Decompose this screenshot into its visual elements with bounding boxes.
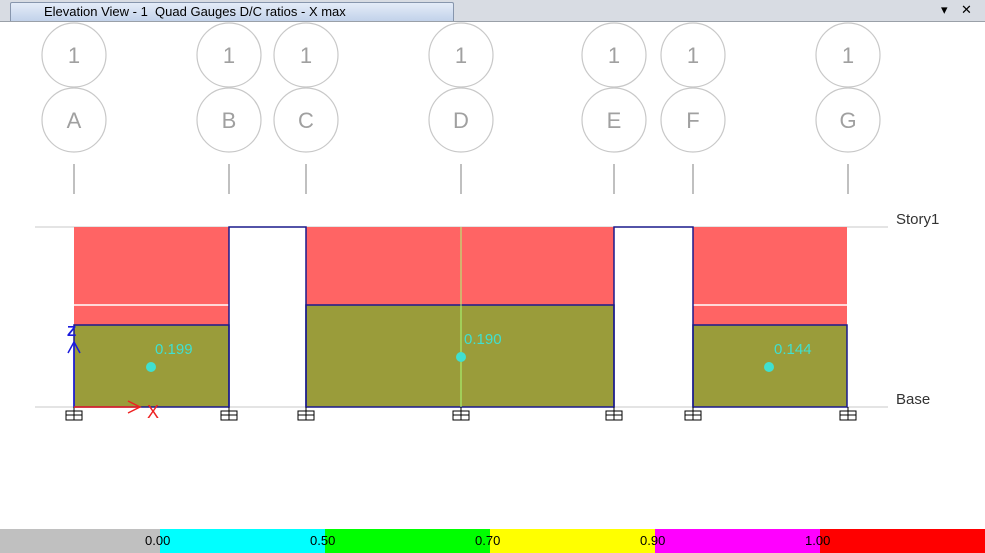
wall-panel-fg-upper[interactable] [693,227,847,325]
base-label: Base [896,391,930,408]
grid-bubble-row-label: 1 [223,43,235,68]
legend-tick: 0.00 [145,533,171,548]
legend-tick: 0.50 [310,533,336,548]
x-axis-label: X [147,402,159,422]
axis-indicator: Z X [67,323,159,422]
grid-bubble-column-label: A [67,108,82,133]
grid-bubble-row [41,22,107,88]
grid-bubble-column-label: D [453,108,469,133]
z-axis-arrow-icon [67,340,81,354]
legend-seg-below-0 [0,529,160,553]
legend-tick: 1.00 [805,533,831,548]
close-icon[interactable]: ✕ [961,2,972,17]
grid-bubble-row [273,22,339,88]
grid-bubble-column [428,87,494,153]
gauge-ratio-ce: 0.190 [464,331,502,348]
legend-seg-0-050 [160,529,325,553]
grid-bubble-column-label: B [222,108,237,133]
grid-bubble-row-label: 1 [455,43,467,68]
opening-ef [613,226,694,407]
grid-bubble-row-label: 1 [687,43,699,68]
grid-bubble-row-label: 1 [300,43,312,68]
grid-bubbles: 1 A 1 B 1 C 1 D 1 E 1 F 1 G [41,22,881,194]
gauge-ratio-ab: 0.199 [155,341,193,358]
grid-bubble-row [196,22,262,88]
x-axis-arrow-icon [127,400,142,414]
grid-bubble-column [196,87,262,153]
grid-bubble-row [428,22,494,88]
grid-bubble-column [273,87,339,153]
legend-tick: 0.90 [640,533,666,548]
grid-bubble-row-label: 1 [842,43,854,68]
tab-title: Elevation View - 1 Quad Gauges D/C ratio… [44,4,346,19]
grid-bubble-column-label: F [686,108,699,133]
grid-bubble-row-label: 1 [608,43,620,68]
elevation-canvas[interactable]: 1 A 1 B 1 C 1 D 1 E 1 F 1 G Story1 Base 0.199 0.190 0… [0,22,985,527]
grid-bubble-column-label: C [298,108,314,133]
grid-bubble-column [41,87,107,153]
gauge-ratio-fg: 0.144 [774,341,812,358]
grid-bubble-column [581,87,647,153]
view-tab[interactable]: Elevation View - 1 Quad Gauges D/C ratio… [10,2,454,21]
gauge-centroid-fg[interactable] [764,362,774,372]
grid-bubble-column [660,87,726,153]
supports [65,407,857,421]
opening-bc [228,226,307,407]
color-legend: 0.00 0.50 0.70 0.90 1.00 [0,529,985,553]
legend-seg-090-100 [655,529,820,553]
legend-seg-above-100 [820,529,985,553]
legend-tick: 0.70 [475,533,501,548]
dropdown-arrow-icon[interactable]: ▾ [941,2,948,17]
grid-bubble-column [815,87,881,153]
grid-bubble-row [581,22,647,88]
wall-panel-ce-upper[interactable] [306,227,614,305]
grid-bubble-row [815,22,881,88]
wall-panel-ab-upper[interactable] [74,227,229,325]
z-axis-label: Z [67,323,76,340]
gauge-centroid-ce[interactable] [456,352,466,362]
grid-bubble-column-label: E [607,108,622,133]
gauge-centroid-ab[interactable] [146,362,156,372]
legend-seg-070-090 [490,529,655,553]
grid-bubble-row-label: 1 [68,43,80,68]
legend-seg-050-070 [325,529,490,553]
grid-bubble-column-label: G [839,108,856,133]
story1-label: Story1 [896,211,939,228]
grid-bubble-row [660,22,726,88]
title-bar: Elevation View - 1 Quad Gauges D/C ratio… [0,0,985,22]
